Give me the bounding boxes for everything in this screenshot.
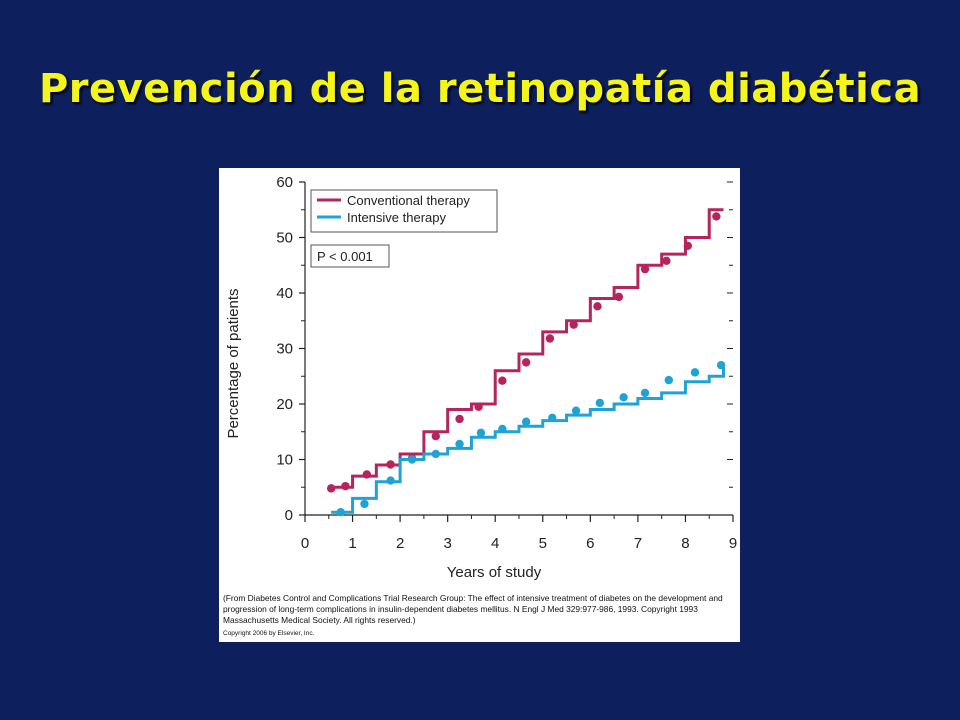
x-tick-label: 4 — [491, 535, 499, 552]
p-value-box — [310, 244, 390, 268]
x-tick-label: 9 — [729, 535, 737, 552]
intensive-data-point — [386, 476, 395, 485]
intensive-data-point — [360, 499, 369, 509]
x-tick-label: 3 — [443, 535, 451, 552]
conventional-data-point — [662, 256, 671, 266]
conventional-data-point — [341, 481, 350, 491]
retinopathy-chart: 0 10 20 30 40 50 60 0 1 2 3 4 5 6 7 8 9 Years of study Per… — [225, 174, 737, 581]
y-tick-label: 40 — [276, 285, 293, 302]
intensive-data-point — [619, 393, 628, 402]
intensive-data-point — [548, 413, 557, 423]
intensive-data-point — [690, 368, 700, 377]
x-tick-label: 5 — [539, 535, 547, 552]
intensive-legend-label: Intensive therapy — [347, 210, 447, 225]
x-tick-label: 7 — [634, 535, 642, 552]
intensive-data-point — [716, 360, 726, 370]
y-tick-label: 20 — [276, 396, 293, 413]
intensive-data-point — [595, 398, 605, 408]
conventional-data-point — [545, 334, 555, 343]
x-axis-title: Years of study — [447, 564, 542, 581]
intensive-data-point — [336, 508, 345, 517]
conventional-data-point — [455, 414, 464, 424]
y-axis-title: Percentage of patients — [225, 288, 242, 438]
intensive-data-point — [498, 424, 507, 434]
p-value-label: P < 0.001 — [317, 249, 373, 264]
y-tick-label: 60 — [276, 174, 293, 191]
intensive-data-point — [476, 428, 486, 438]
conventional-data-point — [712, 212, 721, 221]
x-tick-label: 0 — [301, 535, 309, 552]
x-tick-label: 8 — [681, 535, 689, 552]
conventional-data-point — [386, 460, 395, 469]
intensive-data-point — [407, 455, 417, 464]
figure-copyright: Copyright 2006 by Elsevier, Inc. — [223, 630, 315, 637]
y-tick-label: 10 — [276, 452, 293, 469]
intensive-data-point — [664, 375, 673, 385]
conventional-data-point — [683, 241, 693, 251]
y-tick-label: 50 — [276, 230, 293, 247]
conventional-data-point — [431, 431, 440, 441]
conventional-data-point — [474, 402, 483, 411]
figure-citation: (From Diabetes Control and Complications… — [223, 593, 723, 625]
x-tick-label: 1 — [348, 535, 356, 552]
conventional-data-point — [640, 264, 650, 274]
intensive-data-point — [640, 388, 650, 398]
conventional-data-point — [521, 358, 531, 367]
intensive-data-point — [431, 449, 440, 459]
conventional-legend-label: Conventional therapy — [347, 193, 470, 208]
intensive-data-point — [455, 439, 464, 449]
intensive-data-point — [521, 417, 531, 426]
x-tick-label: 2 — [396, 535, 404, 552]
intensive-data-point — [571, 406, 581, 415]
slide-title: Prevención de la retinopatía diabética — [38, 66, 922, 112]
y-tick-label: 0 — [285, 507, 293, 524]
conventional-data-point — [362, 470, 372, 479]
conventional-data-point — [326, 484, 336, 493]
figure-panel: 0 10 20 30 40 50 60 0 1 2 3 4 5 6 7 8 9 Years of study Per… — [219, 168, 740, 642]
y-tick-label: 30 — [276, 341, 293, 358]
conventional-data-point — [614, 292, 624, 302]
legend-box — [310, 189, 498, 233]
intensive-step-line — [331, 365, 725, 514]
conventional-data-point — [593, 302, 602, 311]
conventional-data-point — [498, 376, 507, 385]
x-tick-label: 6 — [586, 535, 594, 552]
conventional-data-point — [569, 320, 578, 329]
